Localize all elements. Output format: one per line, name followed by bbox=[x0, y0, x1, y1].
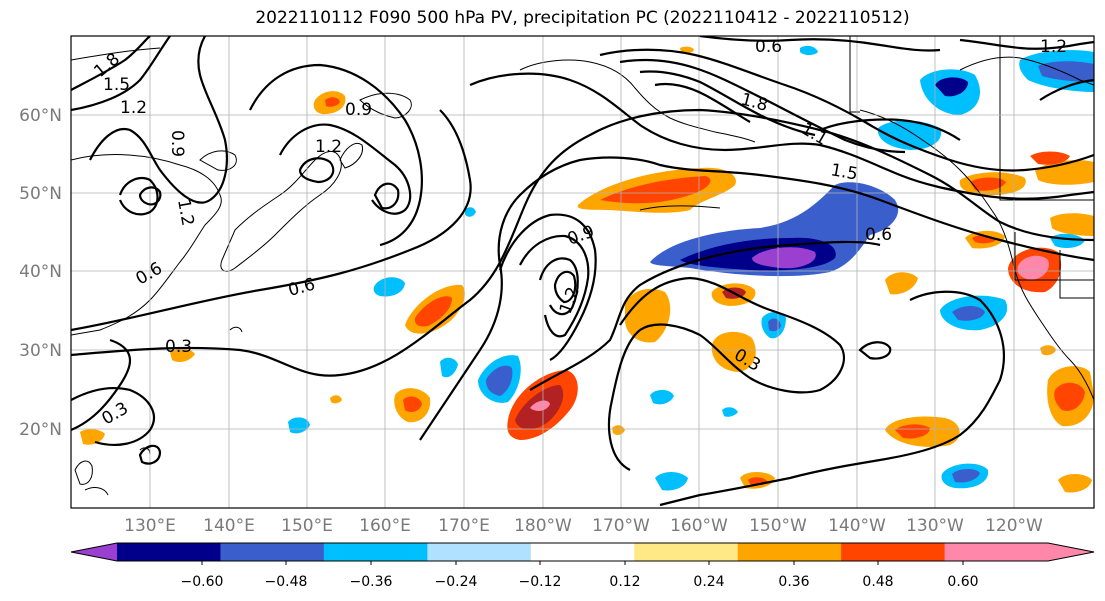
pv-label-18: 0.6 bbox=[865, 225, 892, 245]
lon-label-150w: 150°W bbox=[749, 516, 807, 536]
lon-label-170w: 170°W bbox=[592, 516, 650, 536]
colorbar-cell bbox=[220, 543, 325, 561]
colorbar: −0.60 −0.48 −0.36 −0.24 −0.12 0.12 0.24 0.36 0.4… bbox=[70, 542, 1095, 590]
pv-label-10: 0.3 bbox=[165, 337, 192, 357]
lat-label-60n: 60°N bbox=[19, 106, 62, 126]
precipitation-shading bbox=[80, 45, 1094, 493]
lon-label-160e: 160°E bbox=[359, 516, 411, 536]
pv-label-3: 1.2 bbox=[120, 98, 147, 118]
pv-label-5: 0.9 bbox=[345, 100, 372, 120]
lon-label-150e: 150°E bbox=[281, 516, 333, 536]
map-frame bbox=[70, 35, 1095, 509]
longitude-axis: 130°E 140°E 150°E 160°E 170°E 180°W 170°… bbox=[124, 516, 1043, 536]
lon-label-140w: 140°W bbox=[828, 516, 886, 536]
colorbar-tick-label: 0.36 bbox=[778, 574, 809, 590]
colorbar-extend-high bbox=[944, 543, 1094, 561]
lon-label-180w: 180°W bbox=[514, 516, 572, 536]
colorbar-cell bbox=[737, 543, 842, 561]
lat-label-40n: 40°N bbox=[19, 262, 62, 282]
lon-label-120w: 120°W bbox=[985, 516, 1043, 536]
colorbar-tick-label: −0.12 bbox=[519, 574, 562, 590]
colorbar-tick-label: 0.24 bbox=[693, 574, 724, 590]
colorbar-tick-label: −0.24 bbox=[435, 574, 478, 590]
minor-contours bbox=[71, 47, 721, 211]
lon-label-140e: 140°E bbox=[203, 516, 255, 536]
pv-label-2: 1.5 bbox=[103, 75, 130, 95]
pv-label-14: 1.5 bbox=[829, 160, 859, 184]
colorbar-tick-label: 0.48 bbox=[862, 574, 893, 590]
colorbar-frame bbox=[70, 542, 1095, 562]
pv-label-4: 0.9 bbox=[167, 130, 187, 157]
lat-label-50n: 50°N bbox=[19, 184, 62, 204]
lat-label-20n: 20°N bbox=[19, 420, 62, 440]
lon-label-160w: 160°W bbox=[670, 516, 728, 536]
pv-contours bbox=[71, 36, 1094, 507]
colorbar-tick-label: 0.60 bbox=[947, 574, 978, 590]
colorbar-tick-label: −0.36 bbox=[350, 574, 393, 590]
lon-label-170e: 170°E bbox=[438, 516, 490, 536]
colorbar-cell bbox=[530, 543, 635, 561]
pv-label-20: 1.2 bbox=[1040, 37, 1067, 57]
colorbar-tick-label: 0.12 bbox=[609, 574, 640, 590]
pv-label-12: 0.6 bbox=[755, 37, 782, 57]
latitude-axis: 60°N 50°N 40°N 30°N 20°N bbox=[19, 106, 62, 440]
lon-label-130w: 130°W bbox=[906, 516, 964, 536]
colorbar-cell bbox=[634, 543, 739, 561]
pv-label-7: 1.2 bbox=[173, 197, 197, 227]
colorbar-cell bbox=[323, 543, 428, 561]
lon-label-130e: 130°E bbox=[124, 516, 176, 536]
colorbar-tick-label: −0.48 bbox=[265, 574, 308, 590]
colorbar-cell bbox=[427, 543, 532, 561]
colorbar-cell bbox=[841, 543, 946, 561]
pv-label-6: 1.2 bbox=[315, 137, 342, 157]
map-title: 2022110112 F090 500 hPa PV, precipitatio… bbox=[255, 8, 910, 28]
lat-label-30n: 30°N bbox=[19, 341, 62, 361]
colorbar-cell bbox=[117, 543, 221, 561]
colorbar-tick-label: −0.60 bbox=[181, 574, 224, 590]
